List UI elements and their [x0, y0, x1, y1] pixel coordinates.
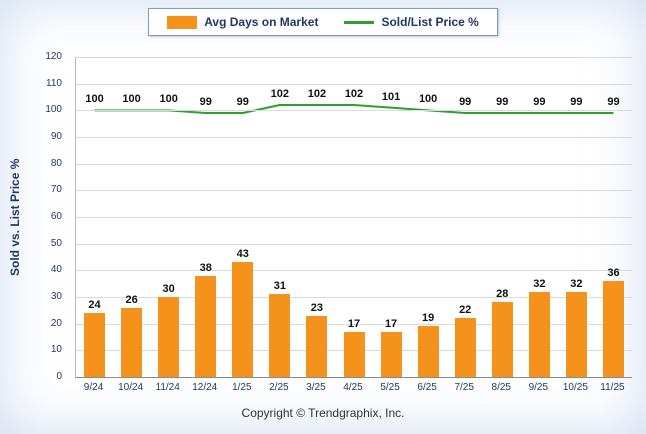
legend: Avg Days on Market Sold/List Price %	[0, 8, 646, 36]
line-value-label: 102	[270, 88, 290, 100]
avg-days-bar	[565, 291, 587, 377]
line-value-label: 100	[85, 93, 104, 106]
y-tick-label: 30	[50, 291, 62, 302]
x-tick-label: 8/25	[491, 382, 511, 393]
legend-item-avg-days: Avg Days on Market	[167, 15, 318, 29]
x-tick-label: 11/24	[155, 382, 180, 393]
gridline	[76, 190, 632, 192]
y-tick-label: 80	[50, 157, 62, 169]
avg-days-bar	[232, 262, 254, 377]
bar-value-label: 23	[310, 301, 324, 314]
y-tick-label: 50	[50, 237, 62, 249]
x-tick-label: 5/25	[380, 382, 400, 393]
x-axis-ticks: 9/24 10/24 11/24 12/24 1/25 2/25 3/25 4/25 5/25 6…	[75, 382, 631, 396]
gridline	[76, 323, 632, 325]
avg-days-bar	[454, 318, 476, 377]
x-tick-label: 10/24	[118, 382, 144, 393]
gridline	[76, 110, 632, 112]
x-tick-label: 3/25	[306, 382, 326, 393]
plot-area: 24 100 26 100 30 100 38 99 43 99 31 102 23 102 17 102 17…	[75, 57, 632, 378]
avg-days-bar	[343, 331, 365, 377]
line-value-label: 102	[307, 88, 327, 100]
y-tick-label: 60	[50, 211, 62, 222]
x-tick-label: 11/25	[600, 382, 625, 393]
gridline	[76, 83, 632, 85]
line-value-label: 99	[570, 96, 583, 108]
bar-value-label: 28	[496, 288, 509, 301]
x-tick-label: 6/25	[417, 382, 437, 393]
avg-days-bar	[84, 313, 106, 377]
y-axis-ticks: 0 10 20 30 40 50 60 70 80 90 100 110 120	[30, 51, 68, 382]
legend-item-sold-list: Sold/List Price %	[344, 15, 479, 29]
y-tick-label: 20	[50, 317, 62, 329]
bar-value-label: 22	[459, 304, 472, 317]
avg-days-bar	[195, 275, 217, 377]
x-tick-label: 2/25	[269, 382, 289, 393]
line-value-label: 99	[533, 96, 546, 108]
bar-value-label: 31	[273, 280, 286, 293]
line-value-label: 99	[236, 96, 249, 108]
line-value-label: 102	[344, 88, 364, 100]
legend-box: Avg Days on Market Sold/List Price %	[148, 8, 498, 36]
x-tick-label: 4/25	[343, 382, 363, 393]
x-tick-label: 10/25	[562, 382, 588, 393]
line-value-label: 99	[459, 96, 472, 108]
y-axis-title: Sold vs. List Price %	[8, 158, 22, 276]
x-tick-label: 7/25	[454, 382, 474, 393]
avg-days-bar	[491, 302, 513, 377]
y-tick-label: 120	[45, 51, 62, 62]
avg-days-bar	[528, 291, 550, 377]
y-tick-label: 110	[46, 77, 62, 89]
copyright: Copyright © Trendgraphix, Inc.	[241, 406, 405, 420]
gridline	[76, 243, 632, 245]
line-value-label: 101	[381, 90, 401, 103]
avg-days-bar	[380, 331, 402, 377]
x-tick-label: 9/24	[83, 382, 104, 393]
x-tick-label: 12/24	[192, 382, 218, 393]
avg-days-bar	[602, 281, 624, 377]
legend-label-avg-days: Avg Days on Market	[204, 15, 319, 29]
bar-value-label: 38	[199, 261, 212, 274]
bar-value-label: 17	[347, 317, 361, 330]
bar-swatch-icon	[167, 15, 198, 29]
avg-days-bar	[158, 297, 180, 377]
y-tick-label: 10	[50, 344, 62, 356]
avg-days-bar	[306, 315, 328, 377]
line-value-label: 100	[122, 93, 141, 106]
bar-value-label: 17	[384, 317, 398, 330]
line-value-label: 100	[159, 93, 178, 106]
y-tick-label: 40	[50, 264, 62, 276]
bar-value-label: 26	[125, 293, 138, 306]
bar-value-label: 30	[162, 283, 175, 295]
gridline	[76, 163, 632, 165]
y-tick-label: 90	[50, 131, 62, 142]
legend-label-sold-list: Sold/List Price %	[381, 15, 479, 29]
y-tick-label: 100	[45, 104, 62, 116]
line-swatch-icon	[344, 20, 375, 24]
gridline	[76, 270, 632, 272]
bar-value-label: 32	[533, 277, 546, 290]
line-value-label: 99	[199, 96, 212, 108]
gridline	[76, 137, 632, 138]
bar-value-label: 32	[570, 277, 583, 290]
x-tick-label: 1/25	[232, 382, 252, 393]
gridline	[76, 217, 632, 218]
avg-days-bar	[269, 294, 291, 377]
line-value-label: 100	[418, 93, 438, 106]
bar-value-label: 19	[422, 312, 435, 325]
y-tick-label: 0	[56, 371, 62, 382]
avg-days-bar	[417, 326, 439, 377]
gridline	[76, 57, 632, 58]
y-tick-label: 70	[50, 184, 62, 196]
bar-value-label: 36	[607, 267, 620, 279]
bar-value-label: 24	[88, 299, 101, 311]
line-value-label: 99	[496, 96, 509, 108]
line-value-label: 99	[607, 96, 620, 108]
bar-value-label: 43	[236, 248, 249, 261]
x-tick-label: 9/25	[528, 382, 549, 393]
avg-days-bar	[121, 307, 143, 377]
gridline	[76, 297, 632, 298]
